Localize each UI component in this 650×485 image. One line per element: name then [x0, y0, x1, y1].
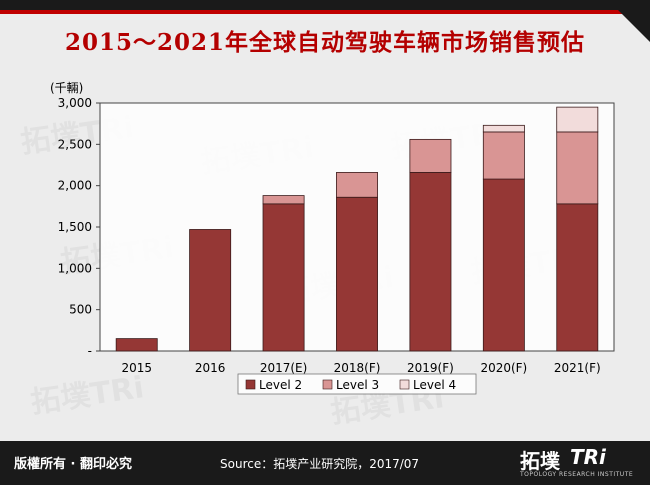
- y-tick-label: 500: [69, 303, 92, 317]
- bar-segment-level-2: [556, 203, 599, 352]
- legend-label: Level 3: [336, 378, 379, 392]
- bar-segment-level-2: [189, 229, 232, 352]
- legend-swatch: [245, 379, 256, 390]
- y-axis-unit-label: (千輛): [50, 81, 83, 95]
- x-tick-label: 2021(F): [554, 361, 601, 375]
- x-tick-label: 2015: [121, 361, 152, 375]
- x-tick-label: 2018(F): [334, 361, 381, 375]
- bar-segment-level-3: [336, 172, 378, 198]
- logo-english: TRi: [570, 445, 606, 469]
- company-logo: 拓墣 TRi TOPOLOGY RESEARCH INSTITUTE: [520, 445, 638, 481]
- bar-segment-level-2: [409, 172, 452, 352]
- bar-segment-level-2: [336, 196, 378, 352]
- x-axis-ticks: 2015 2016 2017(E) 2018(F) 2019(F) 2020(F) 2021…: [121, 361, 600, 375]
- bar-segment-level-4: [482, 124, 525, 133]
- y-tick-label: 2,500: [58, 137, 92, 151]
- footer-bar: 版權所有 · 翻印必究 Source：拓墣产业研究院，2017/07 拓墣 TR…: [0, 441, 650, 485]
- legend-label: Level 4: [413, 378, 456, 392]
- x-tick-label: 2020(F): [480, 361, 527, 375]
- y-tick-label: -: [88, 344, 92, 358]
- top-bar: [0, 0, 650, 10]
- red-accent-line: [0, 10, 650, 14]
- bar-segment-level-3: [409, 138, 452, 173]
- bar-segment-level-2: [115, 338, 158, 352]
- y-tick-label: 1,500: [58, 220, 92, 234]
- bar-segment-level-2: [482, 178, 525, 352]
- chart-container: (千輛) -500 1,000 1,500 2,000 2,500 3,000 2015 2…: [16, 75, 634, 437]
- y-tick-label: 3,000: [58, 96, 92, 110]
- copyright-text: 版權所有 · 翻印必究: [14, 457, 132, 472]
- bar-segment-level-2: [262, 203, 305, 352]
- bar-segment-level-3: [556, 131, 599, 205]
- bar-segment-level-3: [262, 195, 305, 205]
- x-tick-label: 2019(F): [407, 361, 454, 375]
- logo-subtitle: TOPOLOGY RESEARCH INSTITUTE: [520, 471, 634, 478]
- legend-swatch: [322, 379, 333, 390]
- source-text: Source：拓墣产业研究院，2017/07: [220, 457, 420, 471]
- x-tick-label: 2017(E): [260, 361, 307, 375]
- y-tick-label: 1,000: [58, 261, 92, 275]
- bar-segment-level-4: [556, 106, 599, 133]
- x-tick-label: 2016: [195, 361, 226, 375]
- bars-layer: [115, 106, 599, 352]
- page-title: 2015～2021年全球自动驾驶车辆市场销售预估: [64, 29, 586, 56]
- legend: Level 2 Level 3 Level 4: [237, 373, 477, 395]
- y-tick-label: 2,000: [58, 179, 92, 193]
- logo-chinese: 拓墣: [520, 449, 560, 473]
- corner-decoration: [608, 0, 650, 42]
- bar-segment-level-3: [482, 131, 525, 180]
- legend-label: Level 2: [259, 378, 302, 392]
- legend-box: [237, 373, 477, 395]
- legend-swatch: [399, 379, 410, 390]
- y-axis-ticks: - 500 1,000 1,500 2,000 2,500 3,000: [58, 96, 100, 358]
